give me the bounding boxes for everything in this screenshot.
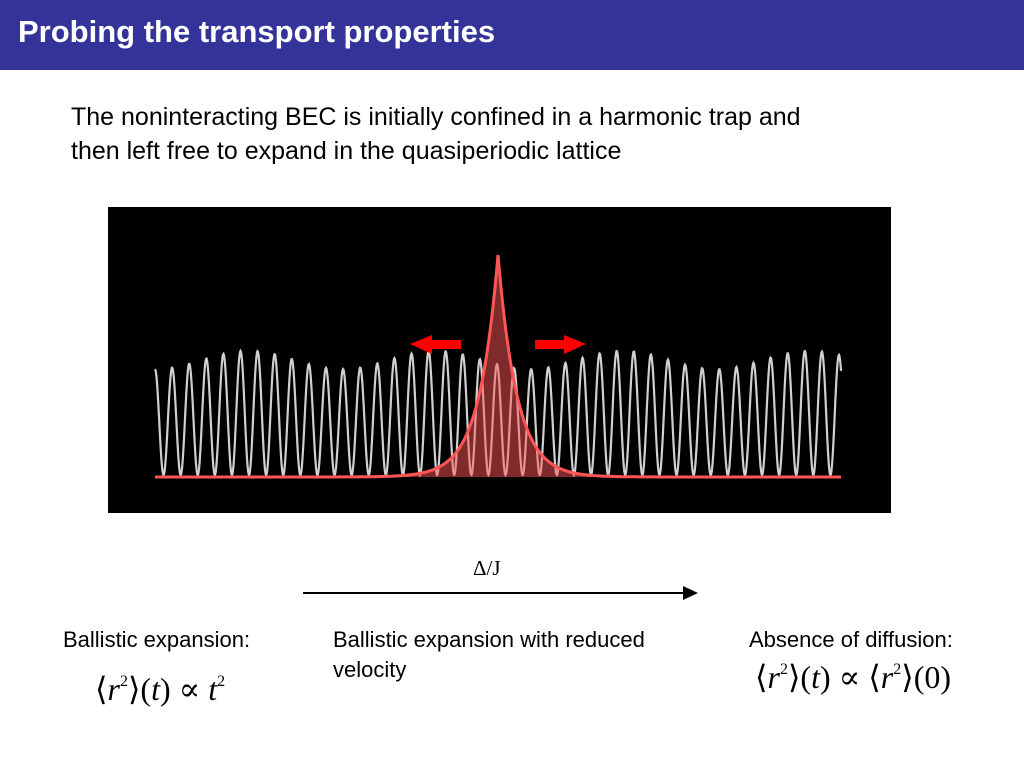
formula-variable: r — [767, 659, 780, 695]
formula-proportional: ∝ — [178, 671, 201, 707]
formula-paren: ) — [819, 659, 831, 695]
formula-variable: t — [151, 671, 160, 707]
delta-over-j-label: Δ/J — [473, 556, 501, 580]
ballistic-formula: ⟨r2⟩(t) ∝ t2 — [95, 670, 225, 708]
formula-paren: ( — [140, 671, 152, 707]
formula-variable: r — [107, 671, 120, 707]
intro-line-2: then left free to expand in the quasiper… — [71, 137, 622, 165]
formula-variable: t — [208, 671, 218, 707]
formula-exponent: 2 — [893, 661, 902, 678]
condensate-density-profile — [155, 254, 841, 479]
formula-bracket: ⟨ — [755, 659, 768, 695]
formula-variable: r — [880, 659, 894, 695]
formula-paren: ) — [159, 671, 171, 707]
intro-line-1: The noninteracting BEC is initially conf… — [71, 103, 801, 131]
formula-bracket: ⟨ — [868, 659, 881, 695]
formula-exponent: 2 — [217, 673, 226, 690]
intro-text: The noninteracting BEC is initially conf… — [71, 100, 951, 168]
arrow-left-icon — [410, 335, 461, 354]
formula-paren: ( — [913, 659, 925, 695]
formula-exponent: 2 — [779, 661, 788, 678]
formula-paren: ) — [940, 659, 952, 695]
lattice-expansion-figure — [108, 207, 891, 513]
formula-value: 0 — [924, 659, 941, 695]
disorder-axis-arrow — [303, 586, 698, 600]
lattice-figure-canvas — [154, 254, 843, 479]
formula-bracket: ⟨ — [95, 671, 108, 707]
no-diffusion-formula: ⟨r2⟩(t) ∝ ⟨r2⟩(0) — [755, 658, 951, 696]
ballistic-caption: Ballistic expansion: — [63, 627, 251, 652]
formula-bracket: ⟩ — [787, 659, 801, 695]
condensate-density-fill — [155, 255, 841, 477]
slide-title: Probing the transport properties — [18, 14, 496, 49]
no-diffusion-caption: Absence of diffusion: — [749, 627, 953, 652]
formula-paren: ( — [800, 659, 812, 695]
formula-variable: t — [811, 659, 820, 695]
formula-exponent: 2 — [119, 673, 128, 690]
title-bar: Probing the transport properties — [0, 0, 1024, 70]
formula-bracket: ⟩ — [127, 671, 141, 707]
formula-bracket: ⟩ — [901, 659, 914, 695]
arrow-right-icon — [535, 335, 586, 354]
arrow-head-icon — [683, 586, 698, 600]
formula-proportional: ∝ — [838, 659, 861, 695]
reduced-velocity-caption: Ballistic expansion with reduced velocit… — [333, 627, 645, 682]
